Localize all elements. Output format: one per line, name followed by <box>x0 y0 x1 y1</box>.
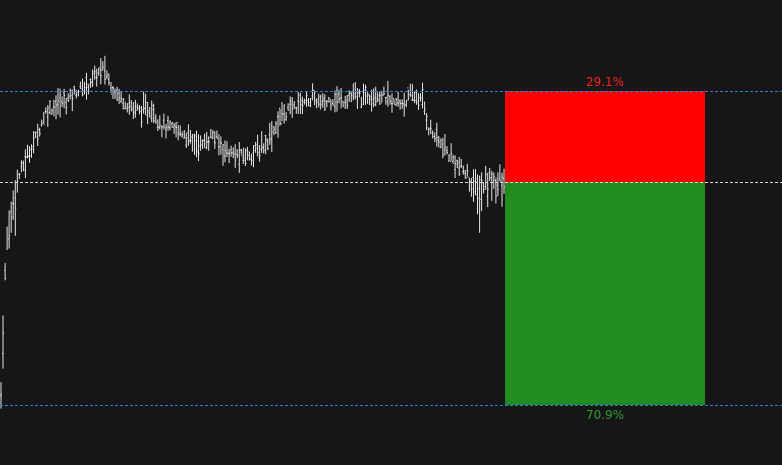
price-bars <box>0 55 505 409</box>
upper-zone <box>505 91 705 183</box>
lower-zone <box>505 182 705 405</box>
lower-zone-percent-label: 70.9% <box>586 408 624 422</box>
upper-zone-percent-label: 29.1% <box>586 75 624 89</box>
